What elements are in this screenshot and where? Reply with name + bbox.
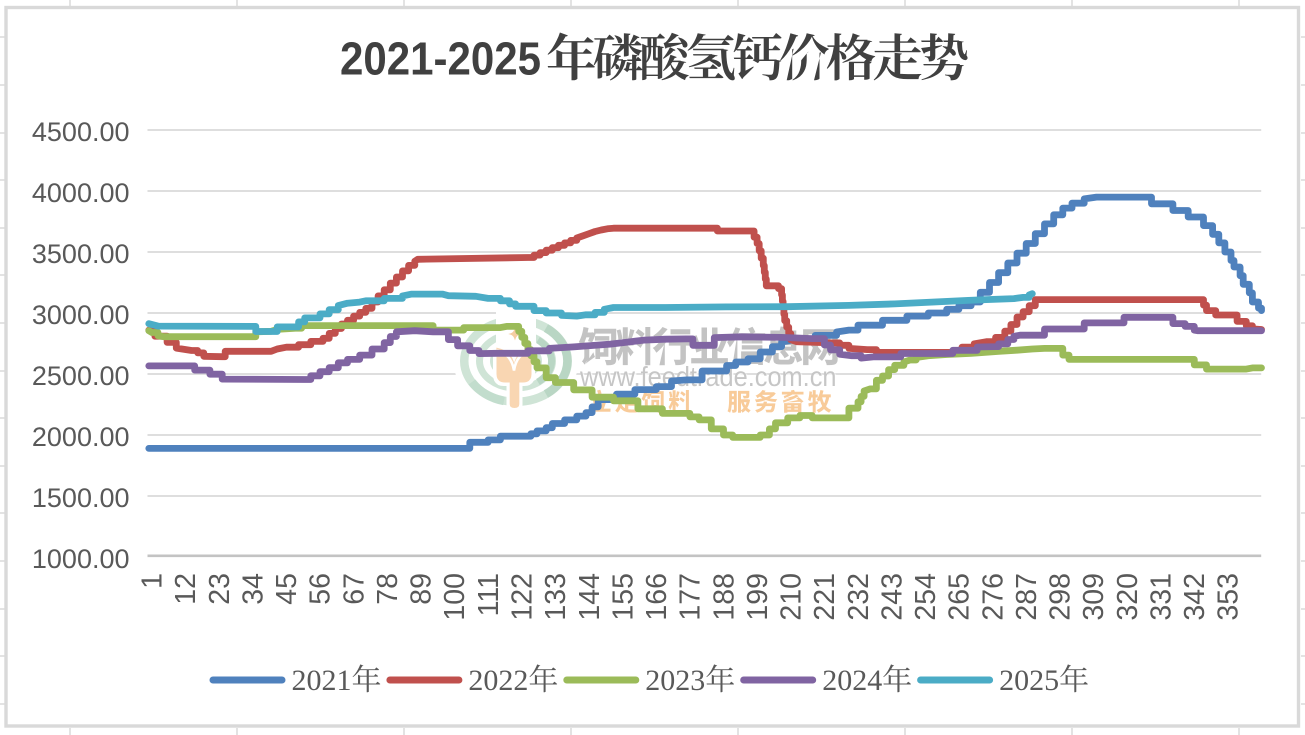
- svg-text:243: 243: [876, 573, 908, 621]
- svg-text:254: 254: [910, 573, 942, 621]
- svg-text:34: 34: [238, 573, 270, 605]
- svg-text:45: 45: [271, 573, 303, 605]
- svg-text:3000.00: 3000.00: [32, 300, 130, 330]
- svg-text:4500.00: 4500.00: [32, 117, 130, 147]
- svg-text:287: 287: [1011, 573, 1043, 621]
- svg-text:2023: 2023: [645, 664, 705, 697]
- svg-text:2500.00: 2500.00: [32, 361, 130, 391]
- svg-text:133: 133: [540, 573, 572, 621]
- svg-text:276: 276: [977, 573, 1009, 621]
- svg-text:155: 155: [607, 573, 639, 621]
- svg-text:2000.00: 2000.00: [32, 422, 130, 452]
- svg-text:265: 265: [944, 573, 976, 621]
- svg-text:232: 232: [843, 573, 875, 621]
- svg-text:2022: 2022: [468, 664, 528, 697]
- svg-text:221: 221: [809, 573, 841, 621]
- svg-text:1000.00: 1000.00: [32, 544, 130, 574]
- svg-text:353: 353: [1213, 573, 1245, 621]
- svg-text:1500.00: 1500.00: [32, 483, 130, 513]
- svg-text:111: 111: [473, 573, 505, 616]
- svg-text:309: 309: [1078, 573, 1110, 621]
- svg-text:122: 122: [507, 573, 539, 621]
- svg-text:67: 67: [338, 573, 370, 605]
- svg-text:100: 100: [439, 573, 471, 621]
- svg-text:210: 210: [776, 573, 808, 621]
- svg-text:www.feedtrade.com.cn: www.feedtrade.com.cn: [579, 361, 836, 392]
- svg-text:2021: 2021: [292, 664, 352, 697]
- svg-text:144: 144: [574, 573, 606, 621]
- svg-text:12: 12: [170, 573, 202, 605]
- svg-text:78: 78: [372, 573, 404, 605]
- svg-text:2025: 2025: [999, 664, 1059, 697]
- svg-text:1: 1: [137, 573, 169, 589]
- svg-text:320: 320: [1112, 573, 1144, 621]
- svg-text:188: 188: [708, 573, 740, 621]
- svg-text:56: 56: [305, 573, 337, 605]
- svg-text:342: 342: [1179, 573, 1211, 621]
- svg-text:298: 298: [1045, 573, 1077, 621]
- svg-text:166: 166: [641, 573, 673, 621]
- svg-text:23: 23: [204, 573, 236, 605]
- svg-text:331: 331: [1145, 573, 1177, 621]
- svg-text:2024: 2024: [822, 664, 882, 697]
- svg-text:2021-2025: 2021-2025: [340, 33, 541, 85]
- svg-text:89: 89: [406, 573, 438, 605]
- svg-text:3500.00: 3500.00: [32, 239, 130, 269]
- svg-text:4000.00: 4000.00: [32, 178, 130, 208]
- svg-text:177: 177: [675, 573, 707, 621]
- svg-text:199: 199: [742, 573, 774, 621]
